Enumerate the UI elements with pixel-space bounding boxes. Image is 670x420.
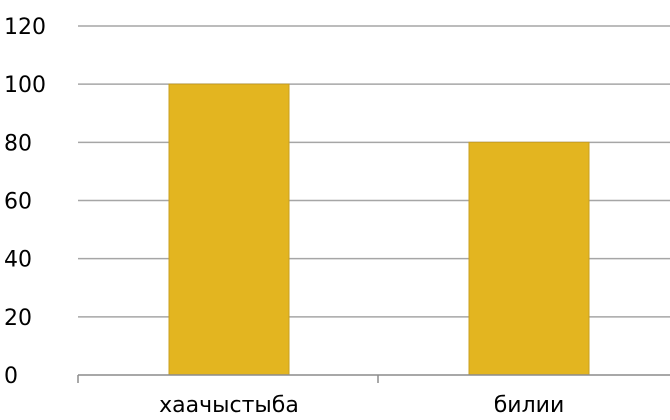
- y-tick-label: 80: [4, 131, 32, 156]
- bar-2: [468, 141, 590, 376]
- y-tick-label: 0: [4, 364, 18, 389]
- y-tick-label: 120: [4, 15, 46, 40]
- y-tick-label: 100: [4, 73, 46, 98]
- bar-1: [168, 83, 290, 376]
- x-category-label: билии: [494, 393, 565, 418]
- y-tick-label: 40: [4, 248, 32, 273]
- y-tick-label: 20: [4, 306, 32, 331]
- y-tick-label: 60: [4, 190, 32, 215]
- x-axis: [77, 374, 670, 383]
- x-axis-category-labels: хаачыстыба билии: [159, 393, 564, 418]
- y-axis-tick-labels: 0 20 40 60 80 100 120: [4, 15, 46, 389]
- x-category-label: хаачыстыба: [159, 393, 299, 418]
- bars: [168, 83, 590, 376]
